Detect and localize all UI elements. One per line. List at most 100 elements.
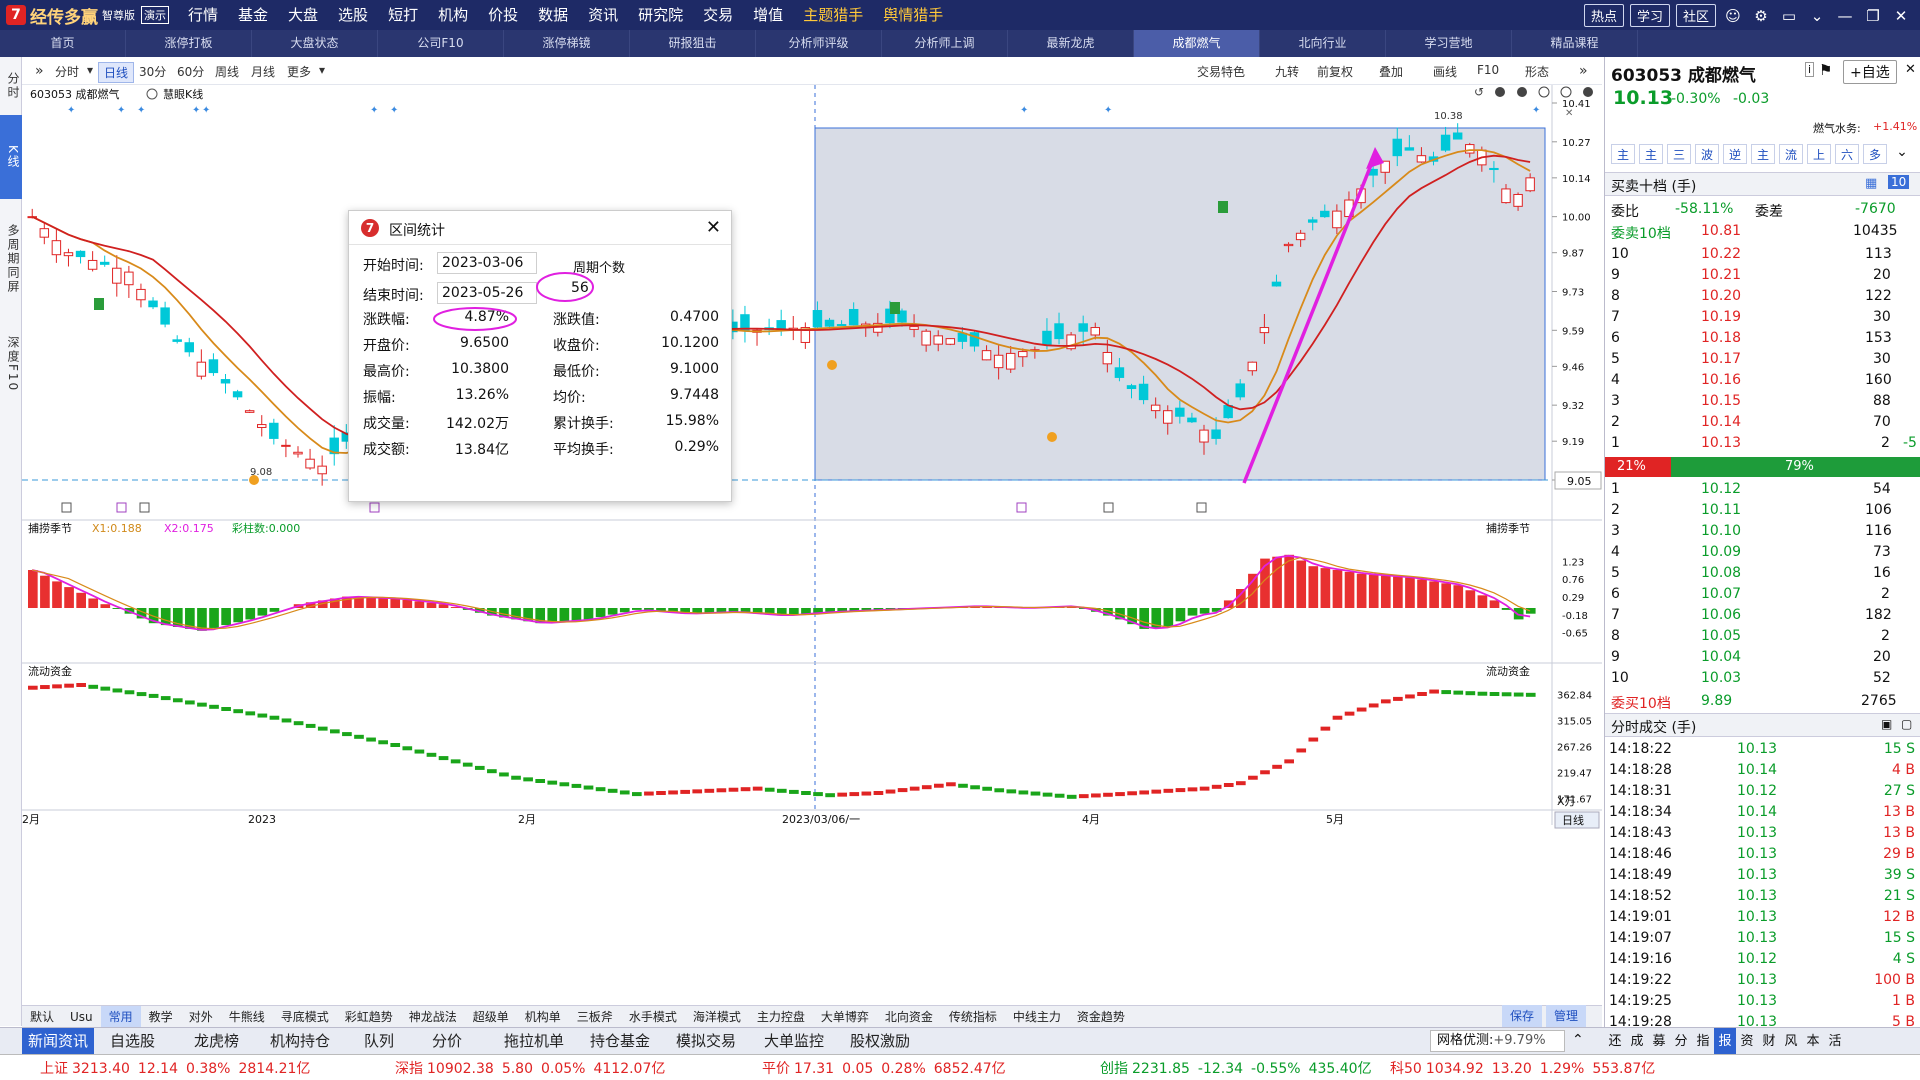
draw-line-button[interactable]: 画线: [1433, 65, 1458, 79]
status-index-0[interactable]: 上证 3213.40 12.14 0.38% 2814.21亿: [40, 1058, 310, 1078]
zoom-out-icon[interactable]: [1517, 87, 1527, 97]
close-icon[interactable]: ✕: [1894, 6, 1908, 25]
restore-icon[interactable]: ❐: [1866, 6, 1880, 25]
period-weekly[interactable]: 周线: [215, 65, 240, 79]
right-tab-9[interactable]: 本: [1806, 1034, 1820, 1049]
user-icon[interactable]: ☺: [1725, 6, 1741, 25]
tab-7[interactable]: 分析师上调: [882, 30, 1008, 57]
demo-badge[interactable]: 演示: [141, 6, 169, 24]
tool-icon-4[interactable]: 逆: [1723, 144, 1747, 164]
indicator-tab-19[interactable]: 资金趋势: [1076, 1010, 1125, 1024]
start-date-field[interactable]: 2023-03-06: [437, 252, 537, 274]
status-index-2[interactable]: 平价 17.31 0.05 0.28% 6852.47亿: [762, 1058, 1006, 1078]
tab-10[interactable]: 北向行业: [1260, 30, 1386, 57]
period-monthly[interactable]: 月线: [251, 65, 276, 79]
indicator-tab-18[interactable]: 中线主力: [1012, 1010, 1061, 1024]
menu-item-4[interactable]: 短打: [388, 6, 419, 24]
info-tab-6[interactable]: 拖拉机单: [504, 1032, 565, 1050]
overlay-button[interactable]: 叠加: [1379, 65, 1404, 79]
add-watchlist-button[interactable]: +自选: [1843, 60, 1897, 84]
more-arrow-icon[interactable]: ▾: [319, 63, 326, 77]
indicator-tab-7[interactable]: 彩虹趋势: [344, 1010, 393, 1024]
event-marker[interactable]: [1103, 502, 1114, 513]
trade-feature-button[interactable]: 交易特色: [1197, 65, 1246, 79]
event-marker[interactable]: [139, 502, 150, 513]
menu-item-12[interactable]: 主题猎手: [803, 6, 864, 24]
tool-icon-5[interactable]: 主: [1751, 144, 1775, 164]
save-indicator-button[interactable]: 保存: [1502, 1005, 1543, 1027]
tool-icon-8[interactable]: 六: [1835, 144, 1859, 164]
menu-item-13[interactable]: 舆情猎手: [883, 6, 944, 24]
tool-icon-6[interactable]: 流: [1779, 144, 1803, 164]
right-tab-4[interactable]: 指: [1696, 1034, 1710, 1049]
pane-help-icon[interactable]: [1560, 86, 1572, 98]
event-marker[interactable]: [1016, 502, 1027, 513]
info-tab-10[interactable]: 股权激励: [850, 1032, 911, 1050]
indicator-tab-15[interactable]: 大单博弈: [820, 1010, 869, 1024]
right-tab-7[interactable]: 财: [1762, 1034, 1776, 1049]
tab-11[interactable]: 学习营地: [1386, 30, 1512, 57]
indicator-tab-3[interactable]: 教学: [148, 1010, 173, 1024]
settings-gear-icon[interactable]: ⚙: [1754, 6, 1768, 25]
grid-optimize-box[interactable]: 网格优测:+9.79%: [1430, 1030, 1565, 1052]
info-tab-0[interactable]: 新闻资讯: [22, 1028, 95, 1055]
nine-turn-button[interactable]: 九转: [1275, 65, 1300, 79]
toolbar-forward-icon[interactable]: »: [1579, 63, 1588, 79]
status-index-3[interactable]: 创指 2231.85 -12.34 -0.55% 435.40亿: [1100, 1058, 1372, 1078]
tab-4[interactable]: 涨停梯镜: [504, 30, 630, 57]
pattern-button[interactable]: 形态: [1525, 65, 1550, 79]
f10-button[interactable]: F10: [1477, 63, 1500, 77]
indicator-tab-11[interactable]: 三板斧: [576, 1010, 613, 1024]
screen-icon[interactable]: ▭: [1781, 6, 1797, 25]
view-multi-period[interactable]: 多周期同屏: [6, 224, 20, 294]
right-tab-1[interactable]: 成: [1630, 1034, 1644, 1049]
info-tab-3[interactable]: 机构持仓: [270, 1032, 331, 1050]
period-intraday[interactable]: 分时: [55, 65, 80, 79]
view-f10[interactable]: 深度F10: [6, 335, 20, 393]
indicator-tab-16[interactable]: 北向资金: [884, 1010, 933, 1024]
indicator-tab-1[interactable]: Usu: [70, 1010, 93, 1024]
indicator-tab-17[interactable]: 传统指标: [948, 1010, 997, 1024]
menu-item-1[interactable]: 基金: [238, 6, 269, 24]
menu-item-10[interactable]: 交易: [703, 6, 734, 24]
indicator-tab-6[interactable]: 寻底模式: [280, 1010, 329, 1024]
info-tab-7[interactable]: 持仓基金: [590, 1032, 651, 1050]
period-30min[interactable]: 30分: [139, 65, 167, 79]
event-marker[interactable]: [61, 502, 72, 513]
tab-0[interactable]: 首页: [0, 30, 126, 57]
hot-button[interactable]: 热点: [1583, 4, 1624, 27]
info-tab-4[interactable]: 队列: [364, 1032, 395, 1050]
pane-close-icon[interactable]: [1583, 87, 1593, 97]
tab-8[interactable]: 最新龙虎: [1008, 30, 1134, 57]
bell-icon[interactable]: ⚑: [1819, 61, 1833, 79]
right-tab-5[interactable]: 报: [1714, 1028, 1736, 1055]
tab-3[interactable]: 公司F10: [378, 30, 504, 57]
status-index-4[interactable]: 科50 1034.92 13.20 1.29% 553.87亿: [1390, 1058, 1655, 1078]
menu-item-3[interactable]: 选股: [338, 6, 369, 24]
info-tab-2[interactable]: 龙虎榜: [194, 1032, 240, 1050]
info-tab-9[interactable]: 大单监控: [764, 1032, 825, 1050]
eye-icon[interactable]: [146, 88, 158, 100]
tool-icon-9[interactable]: 多: [1863, 144, 1887, 164]
tab-2[interactable]: 大盘状态: [252, 30, 378, 57]
trades-lock-icon[interactable]: ▣: [1881, 717, 1893, 731]
book-grid-icon[interactable]: ▦: [1865, 176, 1878, 191]
indicator-tab-14[interactable]: 主力控盘: [756, 1010, 805, 1024]
period-daily[interactable]: 日线: [98, 62, 135, 83]
right-tab-3[interactable]: 分: [1674, 1034, 1688, 1049]
status-index-1[interactable]: 深指 10902.38 5.80 0.05% 4112.07亿: [395, 1058, 665, 1078]
tab-9[interactable]: 成都燃气: [1134, 30, 1260, 57]
indicator-tab-8[interactable]: 神龙战法: [408, 1010, 457, 1024]
menu-item-6[interactable]: 价投: [488, 6, 519, 24]
indicator-tab-0[interactable]: 默认: [30, 1010, 55, 1024]
minimize-icon[interactable]: —: [1837, 6, 1853, 25]
study-button[interactable]: 学习: [1629, 4, 1670, 27]
menu-item-7[interactable]: 数据: [538, 6, 569, 24]
tab-12[interactable]: 精品课程: [1512, 30, 1638, 57]
right-tab-2[interactable]: 募: [1652, 1034, 1666, 1049]
zoom-in-icon[interactable]: [1495, 87, 1505, 97]
period-60min[interactable]: 60分: [177, 65, 205, 79]
tool-more-icon[interactable]: ⌄: [1896, 144, 1908, 160]
trades-expand-icon[interactable]: ▢: [1901, 717, 1913, 731]
info-expand-icon[interactable]: ⌃: [1572, 1032, 1584, 1048]
